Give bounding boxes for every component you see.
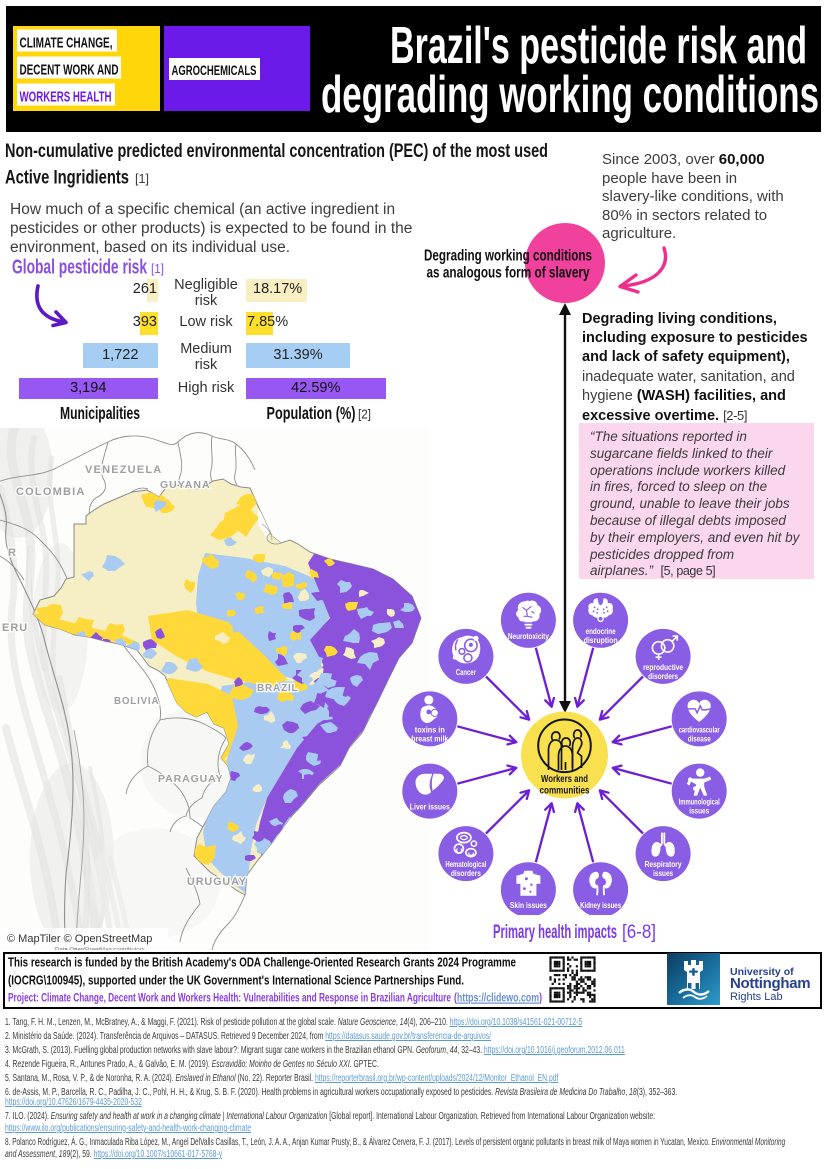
svg-text:Data OpenStreetMap contributor: Data OpenStreetMap contributors <box>55 948 145 951</box>
svg-text:disorders: disorders <box>648 672 679 681</box>
svg-text:Primary health impacts: Primary health impacts <box>493 921 617 943</box>
svg-text:URUGUAY: URUGUAY <box>187 876 247 888</box>
svg-text:Municipalities: Municipalities <box>60 403 140 423</box>
svg-text:This research is funded by the: This research is funded by the British A… <box>8 956 516 970</box>
svg-text:DECENT WORK AND: DECENT WORK AND <box>20 62 119 79</box>
svg-text:Skin issues: Skin issues <box>510 901 548 910</box>
svg-text:Active Ingridients: Active Ingridients <box>5 167 129 189</box>
svg-text:© MapTiler © OpenStreetMap: © MapTiler © OpenStreetMap <box>7 933 152 945</box>
svg-text:BOLIVIA: BOLIVIA <box>114 696 159 707</box>
svg-text:PARAGUAY: PARAGUAY <box>158 773 224 785</box>
svg-text:Project: Climate Change, Decen: Project: Climate Change, Decent Work and… <box>8 991 451 1005</box>
svg-text:ERU: ERU <box>2 622 28 634</box>
svg-text:VENEZUELA: VENEZUELA <box>85 464 162 476</box>
svg-text:[2]: [2] <box>358 408 371 422</box>
svg-text:COLOMBIA: COLOMBIA <box>16 486 85 498</box>
svg-text:Hematological: Hematological <box>445 860 486 869</box>
svg-text:communities: communities <box>540 785 590 797</box>
svg-text:CLIMATE CHANGE,: CLIMATE CHANGE, <box>20 35 113 52</box>
svg-text:(https://clidewo.com): (https://clidewo.com) <box>454 991 542 1005</box>
svg-text:Brazil's pesticide risk and: Brazil's pesticide risk and <box>390 17 807 75</box>
svg-text:Respiratory: Respiratory <box>645 860 683 869</box>
svg-text:breast milk: breast milk <box>411 734 449 743</box>
svg-text:cardiovascular: cardiovascular <box>679 725 720 734</box>
svg-text:(IOCRG\100945), supported unde: (IOCRG\100945), supported under the UK G… <box>8 974 464 988</box>
svg-text:Non-cumulative predicted envir: Non-cumulative predicted environmental c… <box>5 140 548 162</box>
svg-text:[6-8]: [6-8] <box>622 922 656 943</box>
svg-text:Cancer: Cancer <box>456 668 476 677</box>
svg-text:toxins in: toxins in <box>415 725 445 734</box>
svg-text:WORKERS HEALTH: WORKERS HEALTH <box>20 89 112 106</box>
svg-text:R: R <box>8 547 17 559</box>
svg-text:endocrine: endocrine <box>586 627 616 636</box>
svg-text:Workers and: Workers and <box>541 773 588 785</box>
svg-text:as analogous form of slavery: as analogous form of slavery <box>427 265 590 282</box>
svg-text:Population (%): Population (%) <box>267 403 356 423</box>
svg-text:degrading working conditions: degrading working conditions <box>321 66 819 124</box>
svg-text:AGROCHEMICALS: AGROCHEMICALS <box>172 62 257 78</box>
svg-text:issues: issues <box>689 807 709 816</box>
svg-text:Liver issues: Liver issues <box>410 803 451 812</box>
svg-text:disruption: disruption <box>584 636 618 645</box>
svg-text:Immunological: Immunological <box>679 798 720 807</box>
svg-text:BRAZIL: BRAZIL <box>257 683 298 694</box>
svg-text:Neurotoxicity: Neurotoxicity <box>508 632 549 641</box>
svg-text:[1]: [1] <box>151 261 164 276</box>
svg-text:reproductive: reproductive <box>643 663 684 672</box>
svg-text:GUYANA: GUYANA <box>160 479 211 491</box>
svg-text:Kidney issues: Kidney issues <box>580 901 621 910</box>
svg-text:Degrading working conditions: Degrading working conditions <box>424 248 592 265</box>
svg-text:[1]: [1] <box>135 172 149 186</box>
svg-text:issues: issues <box>653 869 673 878</box>
svg-text:disease: disease <box>688 734 711 743</box>
svg-text:Global pesticide risk: Global pesticide risk <box>12 257 148 279</box>
svg-text:disorders: disorders <box>451 869 482 878</box>
